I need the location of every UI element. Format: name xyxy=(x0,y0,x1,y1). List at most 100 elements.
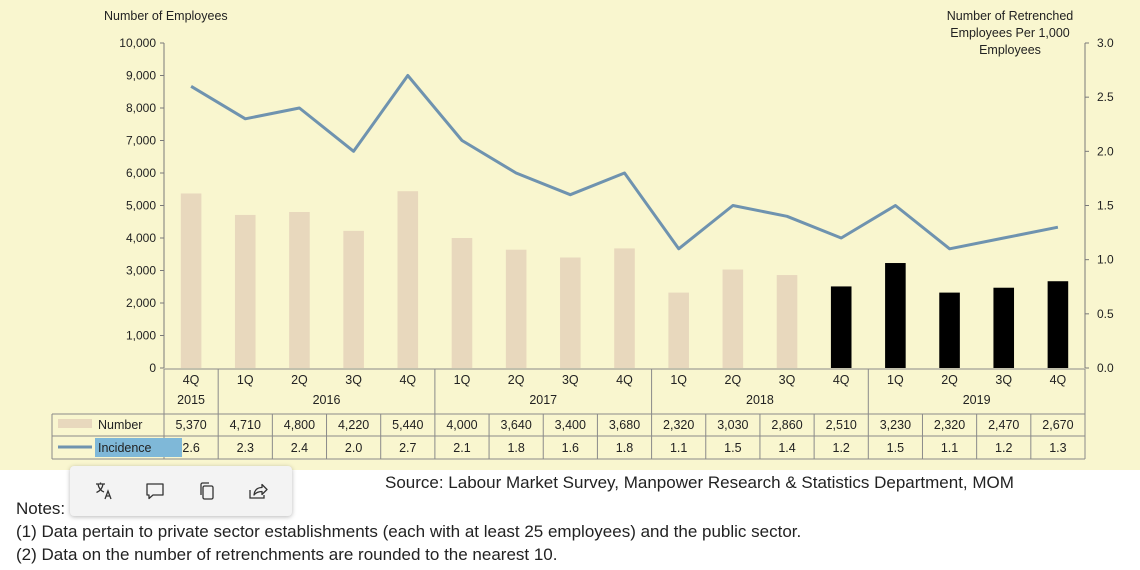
year-label: 2019 xyxy=(963,393,991,407)
quarter-label: 1Q xyxy=(237,373,254,387)
incidence-value: 1.6 xyxy=(562,441,579,455)
quarter-label: 3Q xyxy=(995,373,1012,387)
quarter-label: 1Q xyxy=(454,373,471,387)
year-label: 2018 xyxy=(746,393,774,407)
quarter-label: 1Q xyxy=(670,373,687,387)
legend-number-label: Number xyxy=(98,418,142,432)
y-left-axis-title: Number of Employees xyxy=(104,9,228,23)
note-item-1: (1) Data pertain to private sector estab… xyxy=(16,522,802,541)
legend-number-swatch xyxy=(58,419,92,428)
bar xyxy=(939,292,960,368)
bar xyxy=(234,214,256,368)
selection-toolbar xyxy=(70,466,292,516)
y-right-tick-label: 2.5 xyxy=(1097,90,1114,104)
y-right-tick-label: 3.0 xyxy=(1097,36,1114,50)
year-label: 2017 xyxy=(529,393,557,407)
chart: 0 1,000 2,000 3,000 4,000 5,000 6,000 7,000 8,00… xyxy=(0,0,1140,470)
number-value: 4,710 xyxy=(230,418,261,432)
incidence-value: 2.7 xyxy=(399,441,416,455)
bar xyxy=(505,249,527,368)
incidence-value: 2.4 xyxy=(291,441,308,455)
incidence-value: 2.1 xyxy=(453,441,470,455)
bar xyxy=(560,257,581,368)
number-value: 5,370 xyxy=(175,418,206,432)
year-label: 2016 xyxy=(313,393,341,407)
quarter-label: 4Q xyxy=(183,373,200,387)
number-value: 2,470 xyxy=(988,418,1019,432)
share-icon xyxy=(249,483,268,499)
incidence-value: 1.5 xyxy=(887,441,904,455)
y-left-tick-label: 5,000 xyxy=(126,199,156,213)
incidence-value: 1.3 xyxy=(1049,441,1066,455)
y-left-tick-label: 9,000 xyxy=(126,69,156,83)
y-left-tick-label: 2,000 xyxy=(126,296,156,310)
bar xyxy=(993,287,1015,368)
copy-button[interactable] xyxy=(191,475,223,507)
incidence-value: 1.2 xyxy=(995,441,1012,455)
incidence-value: 1.5 xyxy=(724,441,741,455)
y-right-tick-label: 0.0 xyxy=(1097,361,1114,375)
bar xyxy=(451,238,473,368)
comment-button[interactable] xyxy=(139,475,171,507)
quarter-label: 4Q xyxy=(1050,373,1067,387)
y-left-tick-label: 10,000 xyxy=(119,36,156,50)
y-right-tick-label: 1.5 xyxy=(1097,199,1114,213)
quarter-label: 4Q xyxy=(833,373,850,387)
bar xyxy=(397,191,419,368)
y-left-tick-label: 4,000 xyxy=(126,231,156,245)
number-value: 2,320 xyxy=(663,418,694,432)
data-table: 2015 2016 2017 2018 2019 4Q 1Q 2Q 3Q 4Q 1Q 2Q 3Q 4Q 1Q… xyxy=(51,368,1086,460)
number-value: 3,400 xyxy=(555,418,586,432)
y-left-tick-label: 7,000 xyxy=(126,134,156,148)
incidence-value: 2.6 xyxy=(182,441,199,455)
y-right-axis-title-line-2: Employees Per 1,000 xyxy=(950,26,1070,40)
notes-title: Notes: xyxy=(16,499,66,518)
copy-icon xyxy=(200,482,214,500)
y-left-tick-label: 8,000 xyxy=(126,101,156,115)
incidence-line-group xyxy=(190,74,1059,251)
quarter-label: 4Q xyxy=(399,373,416,387)
quarter-label: 2Q xyxy=(941,373,958,387)
note-item-2: (2) Data on the number of retrenchments … xyxy=(16,545,558,564)
comment-icon xyxy=(146,483,164,500)
incidence-value: 1.2 xyxy=(833,441,850,455)
quarter-label: 2Q xyxy=(291,373,308,387)
number-value: 2,510 xyxy=(826,418,857,432)
bar xyxy=(1047,281,1069,368)
incidence-value: 2.3 xyxy=(237,441,254,455)
y-left-tick-label: 1,000 xyxy=(126,329,156,343)
incidence-value: 1.8 xyxy=(616,441,633,455)
number-value: 4,220 xyxy=(338,418,369,432)
bar xyxy=(289,212,310,368)
y-right-tick-label: 2.0 xyxy=(1097,144,1114,158)
translate-icon xyxy=(95,482,112,500)
bar xyxy=(668,292,689,368)
incidence-value: 1.8 xyxy=(507,441,524,455)
number-value: 3,230 xyxy=(880,418,911,432)
incidence-value: 1.4 xyxy=(778,441,795,455)
y-right-tick-label: 0.5 xyxy=(1097,307,1114,321)
number-value: 3,680 xyxy=(609,418,640,432)
y-left-tick-label: 3,000 xyxy=(126,264,156,278)
number-value: 3,640 xyxy=(501,418,532,432)
year-label: 2015 xyxy=(177,393,205,407)
y-right-axis-title-line-3: Employees xyxy=(979,43,1041,57)
bar xyxy=(722,269,744,368)
incidence-value: 1.1 xyxy=(941,441,958,455)
number-value: 5,440 xyxy=(392,418,423,432)
quarter-label: 3Q xyxy=(345,373,362,387)
source-note: Source: Labour Market Survey, Manpower R… xyxy=(385,473,1014,492)
translate-button[interactable] xyxy=(88,475,120,507)
y-right-tick-label: 1.0 xyxy=(1097,253,1114,267)
quarter-label: 2Q xyxy=(725,373,742,387)
legend-incidence-label: Incidence xyxy=(98,441,152,455)
number-value: 4,800 xyxy=(284,418,315,432)
quarter-label: 4Q xyxy=(616,373,633,387)
incidence-value: 1.1 xyxy=(670,441,687,455)
number-value: 2,860 xyxy=(771,418,802,432)
number-value: 2,320 xyxy=(934,418,965,432)
share-button[interactable] xyxy=(242,475,274,507)
quarter-label: 2Q xyxy=(508,373,525,387)
bar xyxy=(776,275,798,368)
number-value: 4,000 xyxy=(446,418,477,432)
